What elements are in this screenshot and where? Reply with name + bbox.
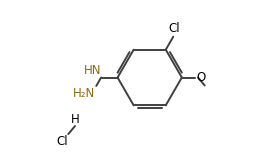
Text: H: H	[71, 113, 79, 126]
Text: H₂N: H₂N	[73, 87, 96, 100]
Text: Cl: Cl	[56, 135, 68, 148]
Text: HN: HN	[84, 64, 101, 77]
Text: O: O	[196, 71, 206, 84]
Text: Cl: Cl	[168, 22, 180, 35]
